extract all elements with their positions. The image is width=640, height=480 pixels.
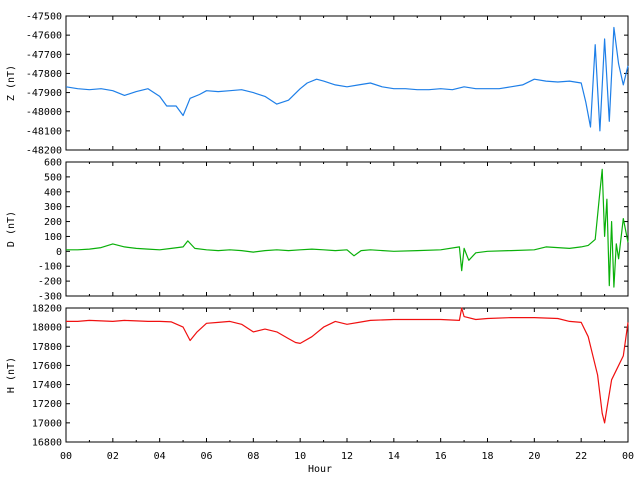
series-line [65, 26, 629, 132]
y-tick-label: 200 [44, 217, 62, 228]
x-tick-label: 04 [154, 451, 166, 462]
y-tick-label: -47600 [26, 31, 62, 42]
plot-frame [65, 15, 629, 151]
y-axis-label: D (nT) [6, 211, 17, 247]
y-tick-label: -100 [38, 262, 62, 273]
y-tick-label: 300 [44, 202, 62, 213]
chart-panel-2: 600 500 400 300 200 100 0 -100 -200 -300 D (nT) [6, 158, 629, 303]
x-tick-label: 00 [60, 451, 72, 462]
y-tick-label: -300 [38, 292, 62, 303]
y-tick-label: -47700 [26, 50, 62, 61]
series-line [66, 168, 629, 288]
x-tick-label: 18 [481, 451, 493, 462]
series-line [66, 307, 629, 424]
y-tick-label: 17800 [32, 342, 62, 353]
y-tick-label: 100 [44, 232, 62, 243]
chart-panel-1: -47500 -47600 -47700 -47800 -47900 -48000 -481… [6, 12, 629, 157]
x-tick-label: 20 [528, 451, 540, 462]
y-tick-label: -48100 [26, 126, 62, 137]
plot-frame [65, 307, 629, 443]
y-tick-label: 16800 [32, 438, 62, 449]
y-tick-label: 17000 [32, 418, 62, 429]
y-tick-label: -200 [38, 277, 62, 288]
x-tick-label: 16 [435, 451, 447, 462]
y-axis-label: Z (nT) [6, 65, 17, 101]
x-tick-label: 06 [200, 451, 212, 462]
chart-panel-3: 18200 18000 17800 17600 17400 17200 17000 16800… [6, 304, 629, 449]
plot-frame [65, 161, 629, 297]
x-axis-label: Hour [308, 464, 332, 475]
y-tick-label: 18200 [32, 304, 62, 315]
x-tick-label: 22 [575, 451, 587, 462]
y-tick-label: 0 [56, 247, 62, 258]
y-axis-label: H (nT) [6, 357, 17, 393]
x-tick-label: 14 [388, 451, 400, 462]
x-tick-label: 00 [622, 451, 634, 462]
x-tick-label: 12 [341, 451, 353, 462]
y-tick-label: -48000 [26, 107, 62, 118]
y-tick-label: -47800 [26, 69, 62, 80]
x-tick-label: 02 [107, 451, 119, 462]
y-tick-label: 17600 [32, 361, 62, 372]
y-tick-label: 600 [44, 158, 62, 169]
y-tick-label: 500 [44, 172, 62, 183]
y-tick-label: 400 [44, 187, 62, 198]
y-tick-label: 18000 [32, 323, 62, 334]
x-tick-label: 10 [294, 451, 306, 462]
chart-panels: -47500 -47600 -47700 -47800 -47900 -48000 -481… [6, 12, 634, 463]
y-tick-label: -48200 [26, 146, 62, 157]
y-tick-label: 17200 [32, 399, 62, 410]
y-tick-label: -47500 [26, 12, 62, 23]
y-tick-label: -47900 [26, 88, 62, 99]
y-tick-label: 17400 [32, 380, 62, 391]
x-tick-label: 08 [247, 451, 259, 462]
